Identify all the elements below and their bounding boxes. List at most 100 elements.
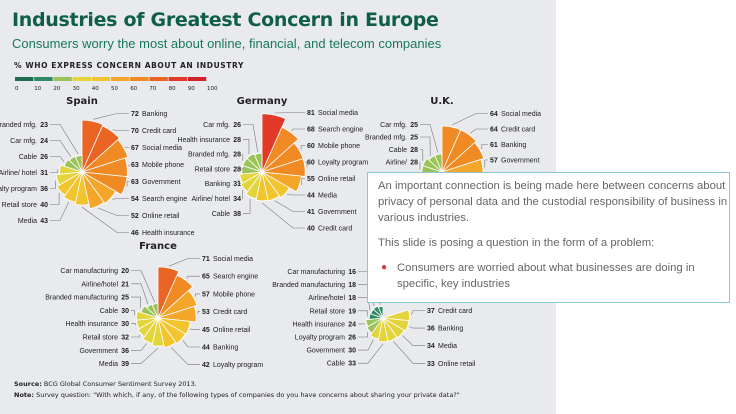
value-label: 24 [348, 321, 356, 328]
leader-line [131, 347, 159, 364]
note-label: Note: [14, 391, 35, 399]
leader-line [131, 296, 141, 308]
value-label: 23 [40, 122, 48, 129]
leader-line [131, 310, 135, 316]
value-label: 30 [121, 308, 129, 315]
category-label: Health insurance [142, 230, 195, 237]
category-label: Car manufacturing [287, 269, 345, 276]
value-label: 57 [202, 291, 210, 298]
value-label: 42 [202, 362, 210, 369]
slice [157, 289, 198, 319]
category-label: Car mfg. [380, 122, 407, 129]
category-label: Media [318, 193, 337, 200]
category-label: Credit card [438, 308, 472, 315]
category-label: Banking [213, 345, 238, 352]
category-label: Cable [389, 147, 407, 154]
category-label: Social media [213, 256, 253, 263]
value-label: 44 [202, 345, 210, 352]
value-label: 16 [348, 269, 356, 276]
value-label: 19 [348, 308, 356, 315]
value-label: 28 [410, 147, 418, 154]
value-label: 43 [40, 218, 48, 225]
chart-subtitle: Consumers worry the most about online, f… [12, 36, 442, 51]
category-label: Retail store [83, 335, 119, 342]
slice [74, 171, 90, 206]
value-label: 33 [427, 361, 435, 368]
value-label: 64 [490, 111, 498, 118]
value-label: 57 [490, 158, 498, 165]
value-label: 67 [131, 145, 139, 152]
leader-line [168, 258, 200, 267]
value-label: 26 [233, 122, 241, 129]
category-label: Credit card [318, 226, 352, 233]
category-label: Car mfg. [203, 122, 230, 129]
value-label: 64 [490, 127, 498, 134]
slice [441, 129, 477, 173]
leader-line [50, 156, 65, 162]
value-label: 32 [121, 335, 129, 342]
value-label: 54 [131, 196, 139, 203]
leader-line [131, 334, 140, 338]
value-label: 26 [40, 154, 48, 161]
leader-line [126, 181, 129, 187]
note-line: Note: Survey question: "With which, if a… [14, 391, 460, 399]
value-label: 25 [121, 295, 129, 302]
leader-line [402, 335, 425, 347]
category-label: Search engine [142, 196, 187, 203]
value-label: 34 [233, 196, 241, 203]
country-title-uk: U.K. [430, 96, 454, 107]
leader-line [291, 128, 305, 131]
legend-tick-label: 0 [15, 86, 19, 92]
value-label: 40 [40, 202, 48, 209]
category-label: Airline/hotel [81, 281, 118, 288]
value-label: 24 [40, 138, 48, 145]
legend-tick-label: 80 [169, 86, 176, 92]
leader-line [112, 198, 129, 200]
category-label: Social media [318, 110, 358, 117]
category-label: Health insurance [292, 321, 345, 328]
value-label: 34 [427, 343, 435, 350]
category-label: Car mfg. [10, 138, 37, 145]
value-label: 72 [131, 111, 139, 118]
leader-line [484, 159, 488, 168]
category-label: Branded manufacturing [45, 295, 118, 302]
legend-swatch [72, 77, 91, 81]
value-label: 41 [307, 209, 315, 216]
slice [441, 142, 485, 173]
leader-line [305, 161, 308, 168]
category-label: Retail store [2, 202, 38, 209]
category-label: Search engine [213, 274, 258, 281]
leader-line [261, 202, 305, 229]
legend-title: % WHO EXPRESS CONCERN ABOUT AN INDUSTRY [14, 61, 244, 70]
category-label: Loyalty program [213, 362, 263, 369]
slice [382, 317, 405, 339]
legend-swatch [111, 77, 130, 81]
slice [261, 171, 302, 193]
category-label: Branded manufacturing [272, 282, 345, 289]
value-label: 45 [202, 327, 210, 334]
value-label: 31 [40, 170, 48, 177]
category-label: Cable [327, 361, 345, 368]
value-label: 26 [348, 335, 356, 342]
value-label: 25 [410, 135, 418, 142]
value-label: 36 [427, 326, 435, 333]
category-label: Cable [19, 154, 37, 161]
slice [255, 171, 269, 202]
category-label: Online retail [318, 176, 356, 183]
leader-line [242, 189, 243, 199]
legend-tick-label: 100 [207, 86, 218, 92]
category-label: Media [18, 218, 37, 225]
category-label: Airline/hotel [308, 295, 345, 302]
category-label: Health insurance [177, 137, 230, 144]
note-text: Survey question: "With which, if any, of… [34, 391, 460, 399]
value-label: 28 [233, 137, 241, 144]
value-label: 31 [233, 181, 241, 188]
legend-tick-label: 90 [188, 86, 195, 92]
leader-line [131, 323, 136, 326]
legend-tick-label: 60 [130, 86, 137, 92]
leader-line [470, 128, 488, 134]
leader-line [182, 340, 200, 348]
leader-line [358, 331, 368, 338]
slice [81, 171, 105, 210]
